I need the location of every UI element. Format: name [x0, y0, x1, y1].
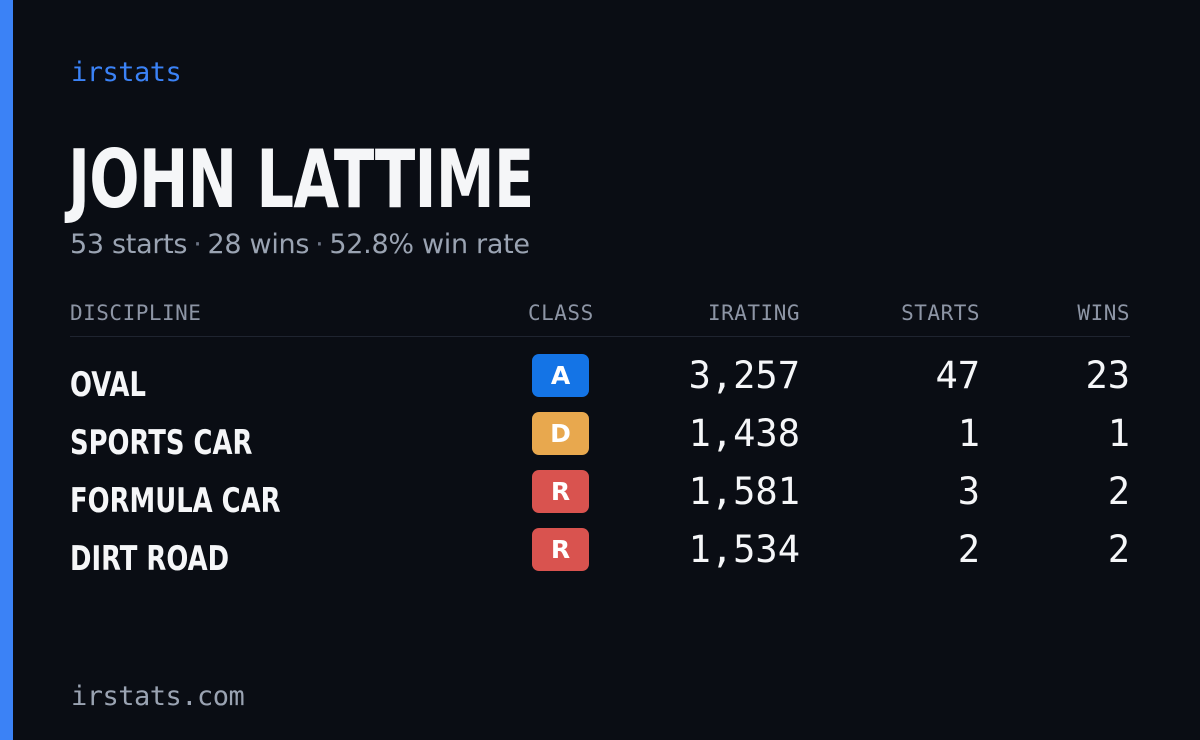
- summary-starts: 53 starts: [70, 229, 188, 260]
- accent-bar: [0, 0, 13, 740]
- summary-separator: ·: [193, 229, 202, 260]
- table-row: SPORTS CAR D 1,438 1 1: [70, 411, 1130, 469]
- class-badge: R: [532, 470, 589, 513]
- class-badge: R: [532, 528, 589, 571]
- summary-separator: ·: [315, 229, 324, 260]
- header-wins: WINS: [1077, 301, 1130, 325]
- footer-url: irstats.com: [71, 681, 245, 712]
- table-row: FORMULA CAR R 1,581 3 2: [70, 469, 1130, 527]
- row-wins: 23: [1085, 354, 1130, 397]
- table-row: OVAL A 3,257 47 23: [70, 353, 1130, 411]
- class-badge: A: [532, 354, 589, 397]
- driver-name: JOHN LATTIME: [68, 133, 534, 226]
- row-irating: 1,581: [688, 470, 800, 513]
- header-irating: IRATING: [707, 301, 800, 325]
- row-wins: 2: [1107, 470, 1130, 513]
- header-discipline: DISCIPLINE: [70, 301, 202, 325]
- table-body: OVAL A 3,257 47 23 SPORTS CAR D 1,438 1 …: [70, 353, 1130, 585]
- table-header: DISCIPLINE CLASS IRATING STARTS WINS: [70, 296, 1130, 337]
- driver-summary: 53 starts · 28 wins · 52.8% win rate: [70, 228, 530, 262]
- brand-logo: irstats: [71, 57, 182, 88]
- summary-win-rate: 52.8% win rate: [329, 229, 530, 260]
- row-discipline: DIRT ROAD: [70, 539, 230, 579]
- row-wins: 2: [1107, 528, 1130, 571]
- row-discipline: SPORTS CAR: [70, 423, 253, 463]
- table-row: DIRT ROAD R 1,534 2 2: [70, 527, 1130, 585]
- row-irating: 1,534: [688, 528, 800, 571]
- row-starts: 3: [957, 470, 980, 513]
- row-starts: 47: [935, 354, 980, 397]
- row-discipline: FORMULA CAR: [70, 481, 281, 521]
- discipline-table: DISCIPLINE CLASS IRATING STARTS WINS OVA…: [70, 296, 1130, 585]
- header-starts: STARTS: [901, 301, 980, 325]
- row-irating: 3,257: [688, 354, 800, 397]
- header-class: CLASS: [528, 301, 594, 325]
- row-starts: 1: [957, 412, 980, 455]
- row-starts: 2: [957, 528, 980, 571]
- row-irating: 1,438: [688, 412, 800, 455]
- row-discipline: OVAL: [70, 365, 146, 405]
- class-badge: D: [532, 412, 589, 455]
- row-wins: 1: [1107, 412, 1130, 455]
- summary-wins: 28 wins: [207, 229, 310, 260]
